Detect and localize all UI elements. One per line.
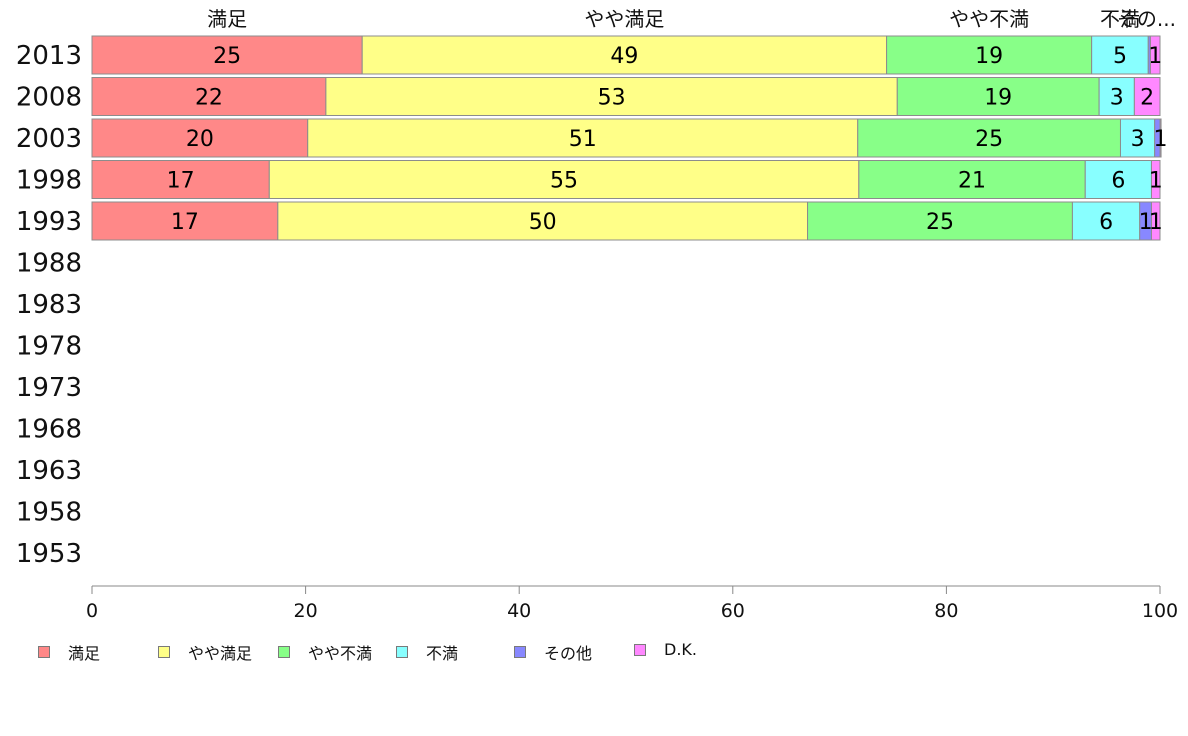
bar-segment: [91, 77, 327, 116]
category-label: 1963: [16, 456, 82, 486]
x-axis: 0 20 40 60 80 100: [86, 585, 1178, 622]
category-label: 1958: [16, 498, 82, 528]
legend-label: やや満足: [188, 644, 253, 663]
data-label: 25: [975, 127, 1003, 152]
bar-segment: [1150, 201, 1161, 241]
legend-item: その他: [514, 640, 592, 664]
legend-item: 不満: [396, 640, 458, 664]
bar-segment: [1091, 35, 1149, 75]
bar-segment: [1149, 35, 1161, 75]
bar-segment: [307, 118, 859, 158]
bar-segment: [807, 201, 1073, 241]
data-label: 55: [550, 169, 578, 194]
data-label: 51: [569, 127, 597, 152]
data-label: 22: [195, 86, 223, 111]
legend-label: その他: [544, 644, 593, 663]
x-tick-label: 100: [1142, 600, 1178, 622]
category-label: 1998: [16, 166, 82, 196]
bar-segment: [361, 35, 888, 75]
bar-segment: [325, 77, 898, 116]
data-label: 1: [1149, 169, 1163, 194]
legend-swatch: [514, 646, 526, 658]
legend-label: 満足: [68, 644, 101, 663]
category-label: 2008: [16, 83, 82, 113]
data-label: 25: [926, 210, 954, 235]
category-label: 1983: [16, 290, 82, 320]
data-label: 53: [598, 86, 626, 111]
category-labels: 2013 2008 2003 1998 1993 1988 1983 1978 1973 1968…: [16, 41, 82, 569]
x-tick-label: 80: [934, 600, 958, 622]
bar-segment: [1084, 160, 1152, 199]
data-label: 6: [1111, 169, 1125, 194]
bar-segment: [1133, 77, 1161, 116]
bar-segment: [91, 35, 363, 75]
top-label: やや満足: [584, 7, 664, 31]
bar-segment: [886, 35, 1093, 75]
legend-swatch: [158, 646, 170, 658]
category-label: 1973: [16, 373, 82, 403]
legend-swatch: [396, 646, 408, 658]
category-label: 1968: [16, 415, 82, 445]
legend-item: D.K.: [634, 640, 697, 659]
bar-segment: [277, 201, 809, 241]
category-label: 2003: [16, 124, 82, 154]
data-label: 19: [975, 44, 1003, 69]
legend-item: 満足: [38, 640, 100, 664]
legend-item: やや不満: [278, 640, 372, 664]
bar-segment: [1150, 160, 1161, 199]
data-label: 2: [1140, 86, 1154, 111]
bar-segment: [91, 201, 279, 241]
legend-swatch: [38, 646, 50, 658]
legend-label: 不満: [426, 644, 459, 663]
data-label: 1: [1154, 127, 1168, 152]
data-label: 50: [529, 210, 557, 235]
legend-label: D.K.: [664, 640, 697, 659]
top-label: 満足: [207, 7, 247, 31]
data-label: 1: [1149, 210, 1163, 235]
data-label: 19: [984, 86, 1012, 111]
data-label: 17: [171, 210, 199, 235]
data-label: 5: [1113, 44, 1127, 69]
category-label: 1988: [16, 249, 82, 279]
bar-segment: [268, 160, 860, 199]
data-label: 3: [1110, 86, 1124, 111]
bar-segment: [1098, 77, 1135, 116]
legend-swatch: [634, 643, 646, 656]
x-tick-label: 60: [721, 600, 745, 622]
bar-segment: [1119, 118, 1156, 158]
data-label: 6: [1099, 210, 1113, 235]
bar-segment: [858, 160, 1086, 199]
top-label: やや不満: [949, 7, 1029, 31]
top-labels: 満足 やや満足 やや不満 不満その...: [207, 7, 1176, 31]
legend-item: やや満足: [158, 640, 252, 664]
bar-segment: [1159, 118, 1162, 158]
top-label: その...: [1117, 7, 1176, 31]
bar-segment: [896, 77, 1100, 116]
category-label: 1953: [16, 539, 82, 569]
data-label: 21: [958, 169, 986, 194]
x-tick-label: 0: [86, 600, 98, 622]
data-label: 25: [213, 44, 241, 69]
legend-label: やや不満: [308, 644, 373, 663]
data-label: 1: [1148, 44, 1162, 69]
bar-segment: [91, 118, 309, 158]
data-label: 3: [1131, 127, 1145, 152]
data-label: 20: [186, 127, 214, 152]
bar-segment: [91, 160, 270, 199]
data-label: 1: [1139, 210, 1153, 235]
category-label: 1993: [16, 207, 82, 237]
x-tick-label: 40: [507, 600, 531, 622]
data-label: 17: [167, 169, 195, 194]
category-label: 2013: [16, 41, 82, 71]
legend-swatch: [278, 646, 290, 658]
legend: 満足 やや満足 やや不満 不満 その他 D.K.: [38, 640, 738, 664]
data-label: 49: [610, 44, 638, 69]
bar-segment: [857, 118, 1121, 158]
x-tick-label: 20: [294, 600, 318, 622]
category-label: 1978: [16, 332, 82, 362]
top-label: 不満: [1100, 7, 1140, 31]
bar-segment: [1071, 201, 1141, 241]
bars: 25 49 19 5 122 53 19 3 220 51 25 3 117 55 21 6 117 50 25 6 1…: [91, 35, 1168, 241]
